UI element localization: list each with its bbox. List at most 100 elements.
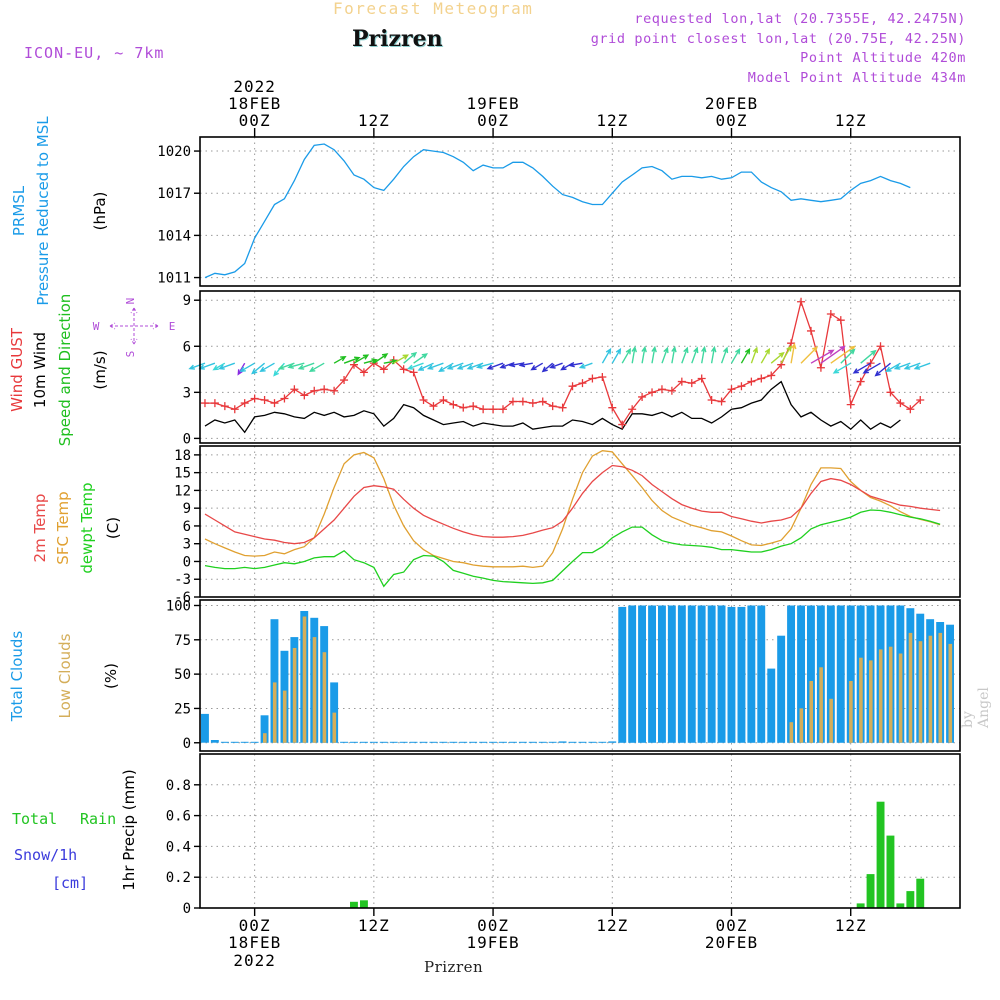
total-clouds-bar: [628, 605, 637, 743]
y-tick-label: 0.8: [166, 778, 191, 794]
wind-direction-arrow: [251, 362, 266, 375]
wind-direction-arrow: [601, 347, 612, 364]
wind-direction-arrow: [393, 354, 409, 364]
wind-direction-arrow: [541, 362, 554, 373]
panel-frame-precip: [199, 753, 961, 909]
gust-point: [230, 405, 239, 414]
wind-direction-arrow: [438, 362, 454, 373]
wind-direction-arrow: [885, 362, 901, 373]
sfc-temp-label: SFC Temp: [54, 491, 72, 564]
wind-direction-arrow: [406, 362, 424, 370]
pressure-label: PRMSL: [10, 185, 28, 236]
total-clouds-bar: [409, 741, 418, 743]
wind-direction-arrow: [403, 351, 418, 364]
gust-point: [757, 374, 766, 383]
gust-point: [528, 399, 537, 408]
wind-line: [204, 380, 901, 434]
wind-direction-arrow: [530, 362, 544, 371]
gust-point: [538, 397, 547, 406]
gust-point: [439, 396, 448, 405]
gust-point: [330, 386, 339, 395]
rain-bar: [896, 903, 905, 908]
y-tick-label: 100: [166, 598, 191, 614]
total-clouds-bar: [608, 741, 617, 743]
wind-unit: (m/s): [91, 350, 109, 389]
wind-direction-arrow: [651, 345, 657, 364]
info-requested: requested lon,lat (20.7355E, 42.2475N): [634, 11, 966, 27]
wind-direction-arrow: [578, 362, 593, 369]
total-clouds-bar: [598, 741, 607, 743]
footer-location: Prizren: [424, 958, 484, 976]
temp-2m-label: 2m Temp: [31, 494, 49, 563]
pressure-label-2: Pressure Reduced to MSL: [34, 116, 52, 306]
rain-label-1: Total: [12, 810, 57, 828]
sfc-temp-line: [204, 450, 941, 569]
info-point-altitude: Point Altitude 420m: [800, 50, 966, 66]
rain-bar: [856, 903, 865, 908]
total-clouds-bar: [429, 741, 438, 743]
wind-direction-arrow: [874, 362, 891, 377]
wind-direction-arrow: [218, 362, 236, 370]
total-clouds-bar: [658, 605, 666, 743]
gust-point: [200, 399, 209, 408]
total-clouds-bar: [399, 741, 408, 743]
gust-point: [558, 403, 567, 412]
wind-direction-arrow: [760, 347, 771, 364]
low-clouds-bar: [263, 733, 267, 743]
gust-label: Wind GUST: [8, 327, 26, 412]
wind-direction-arrow: [621, 347, 631, 364]
rain-bar: [906, 891, 915, 908]
gust-point: [767, 371, 776, 380]
compass-w: W: [93, 320, 100, 333]
wind-direction-arrow: [568, 361, 583, 368]
x-year-label-top: 2022: [233, 77, 276, 96]
gust-point: [459, 403, 468, 412]
page-title: Prizren: [352, 26, 443, 52]
total-clouds-bar: [667, 605, 676, 743]
y-tick-label: 6: [183, 519, 191, 535]
wind-direction-arrow: [631, 345, 637, 364]
temp-2m-line: [204, 464, 941, 545]
gust-point: [618, 420, 627, 429]
wind-direction-arrow: [456, 362, 474, 370]
panel-frame-pressure: [199, 136, 961, 287]
total-clouds-bar: [389, 741, 398, 743]
wind-direction-arrow: [508, 361, 524, 368]
gust-point: [578, 379, 587, 388]
gust-point: [657, 385, 666, 394]
gust-point: [826, 310, 835, 319]
x-tick-label-bottom: 00Z: [239, 916, 271, 935]
wind-direction-arrow: [549, 362, 563, 369]
x-tick-label-top: 00Z: [477, 111, 509, 130]
y-tick-label: -6: [174, 590, 191, 606]
total-clouds-bar: [727, 606, 736, 743]
gust-point: [548, 402, 557, 411]
x-date-label-top: 18FEB: [228, 94, 281, 113]
total-clouds-bar: [538, 741, 547, 743]
low-clouds-bar: [302, 616, 307, 743]
wind-direction-arrow: [641, 345, 647, 364]
low-clouds-bar: [799, 708, 804, 743]
wind-direction-arrow: [852, 362, 871, 374]
gust-point: [310, 386, 319, 395]
y-tick-label: 1011: [157, 271, 191, 287]
wind-direction-arrow: [413, 353, 429, 364]
low-clouds-bar: [282, 690, 287, 743]
low-clouds-bar: [878, 649, 883, 743]
compass-e: E: [169, 320, 176, 333]
gust-point: [747, 377, 756, 386]
gust-point: [886, 388, 895, 397]
total-clouds-bar: [687, 605, 696, 743]
gust-point: [638, 392, 647, 401]
total-clouds-bar: [836, 605, 845, 743]
low-clouds-bar: [332, 712, 337, 743]
gust-point: [797, 297, 806, 306]
wind-direction-arrow: [790, 342, 797, 364]
wind-direction-arrow: [518, 361, 533, 368]
low-clouds-bar: [948, 643, 953, 743]
rain-bar: [360, 900, 368, 908]
model-label: ICON-EU, ~ 7km: [24, 44, 165, 62]
wind-direction-arrow: [701, 345, 707, 364]
gust-point: [340, 376, 349, 385]
